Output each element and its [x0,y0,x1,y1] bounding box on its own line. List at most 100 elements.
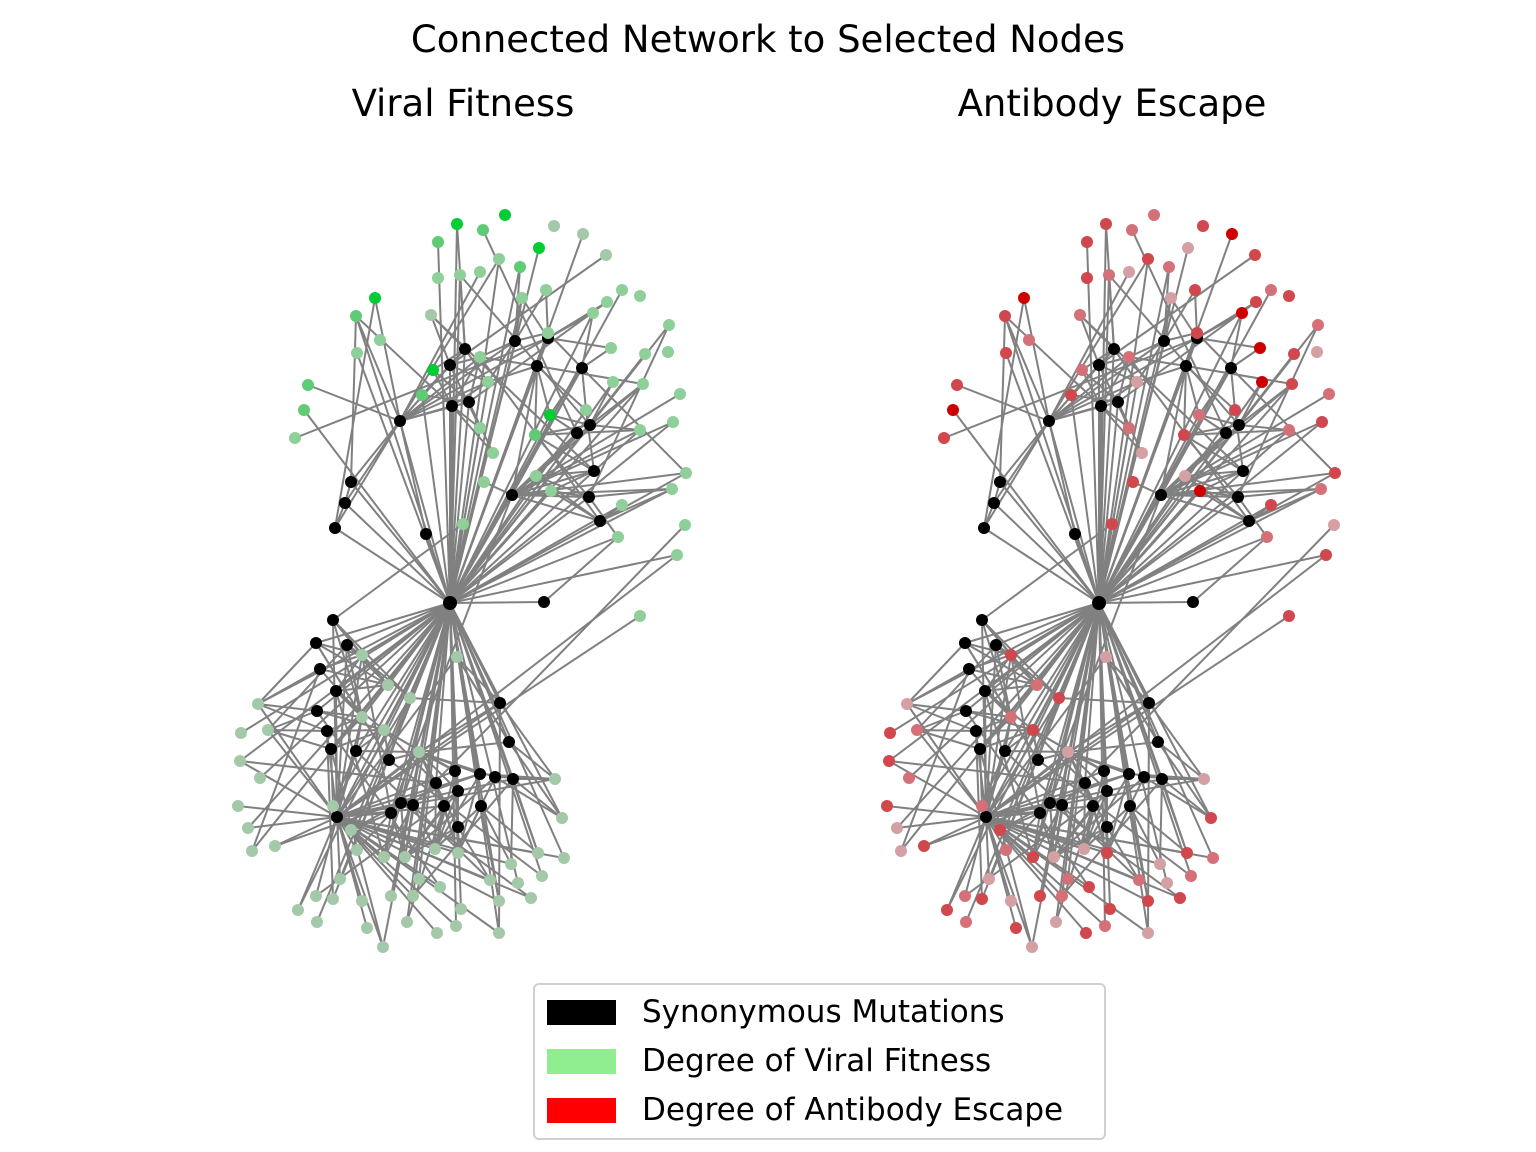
fitness-synonymous-node [503,736,515,748]
escape-node [1133,874,1145,886]
fitness-node [327,893,339,905]
fitness-edge [421,394,451,604]
fitness-edge [511,429,641,496]
escape-edge [1238,424,1290,431]
fitness-edge [274,773,481,847]
fitness-edge [319,668,389,686]
fitness-edge [267,729,332,750]
escape-edge [1098,254,1256,366]
escape-edge [1129,805,1161,865]
escape-edge [1098,312,1243,604]
fitness-edge [589,383,644,426]
escape-edge [984,690,1034,731]
escape-edge [1237,324,1319,498]
escape-edge [983,297,1025,529]
escape-edge [1053,776,1145,858]
fitness-node [549,773,561,785]
fitness-edge [355,750,491,881]
figure-title: Connected Network to Selected Nodes [410,18,1126,61]
fitness-edge [576,429,641,434]
escape-node [1123,422,1135,434]
fitness-edge [334,420,401,529]
fitness-node [404,692,416,704]
fitness-edge [332,750,357,807]
escape-edge [1129,805,1149,902]
fitness-edge [479,356,601,522]
escape-edge [981,619,1012,718]
fitness-node [432,236,444,248]
escape-edge [1032,812,1041,858]
fitness-edge [510,778,514,865]
fitness-edge [588,324,670,498]
fitness-edge [511,365,538,496]
fitness-node [499,209,511,221]
escape-synonymous-node [1101,821,1113,833]
escape-edge [1032,802,1051,858]
escape-edge [1079,314,1100,366]
escape-node [1074,309,1086,321]
fitness-synonymous-node [538,596,550,608]
fitness-node [432,272,444,284]
escape-node [1005,649,1017,661]
fitness-edge [421,364,451,396]
escape-edge [995,602,1100,646]
fitness-node [232,800,244,812]
escape-node [1103,269,1115,281]
fitness-edge [336,816,384,948]
fitness-node [514,261,526,273]
fitness-node [545,485,557,497]
fitness-edge [512,778,539,854]
escape-node [1178,429,1190,441]
fitness-synonymous-node [446,400,458,412]
fitness-edge [399,356,481,422]
escape-edge [1143,776,1212,819]
escape-edge [1049,802,1181,899]
escape-edge [1196,301,1257,339]
fitness-node [634,424,646,436]
fitness-synonymous-node [430,777,442,789]
legend-swatch-antibody-escape [547,1097,616,1123]
fitness-synonymous-node [438,800,450,812]
fitness-node [529,429,541,441]
escape-node [1194,485,1206,497]
escape-edge [1199,470,1244,492]
fitness-synonymous-node [341,639,353,651]
fitness-synonymous-node [452,821,464,833]
fitness-edge [449,488,673,604]
escape-edge [999,420,1050,483]
fitness-node [429,843,441,855]
escape-node [1329,467,1341,479]
fitness-synonymous-node [452,785,464,797]
panel-title-viral-fitness: Viral Fitness [351,82,575,125]
escape-edge [983,527,1100,604]
escape-synonymous-node [1034,807,1046,819]
fitness-node [474,351,486,363]
fitness-edge [247,816,338,829]
fitness-edge [316,710,441,888]
escape-edge [943,337,1198,439]
escape-synonymous-node [1187,596,1199,608]
escape-edge [906,668,970,705]
escape-edge [1098,602,1168,884]
fitness-node [662,346,674,358]
fitness-edge [479,356,538,367]
fitness-synonymous-node [588,465,600,477]
escape-node [918,840,930,852]
escape-synonymous-node [994,476,1006,488]
escape-edge [1081,369,1119,403]
escape-node [1027,724,1039,736]
fitness-node [482,376,494,388]
escape-synonymous-node [1069,528,1081,540]
escape-edge [1070,364,1100,396]
fitness-edge [355,315,401,422]
escape-node [1023,334,1035,346]
escape-edge [1010,654,1041,814]
fitness-edge [593,429,641,472]
fitness-node [493,895,505,907]
escape-synonymous-node [1156,773,1168,785]
escape-edge [1230,312,1243,369]
fitness-edge [449,602,519,884]
escape-edge [1079,314,1244,472]
escape-node [951,379,963,391]
escape-node [1174,892,1186,904]
